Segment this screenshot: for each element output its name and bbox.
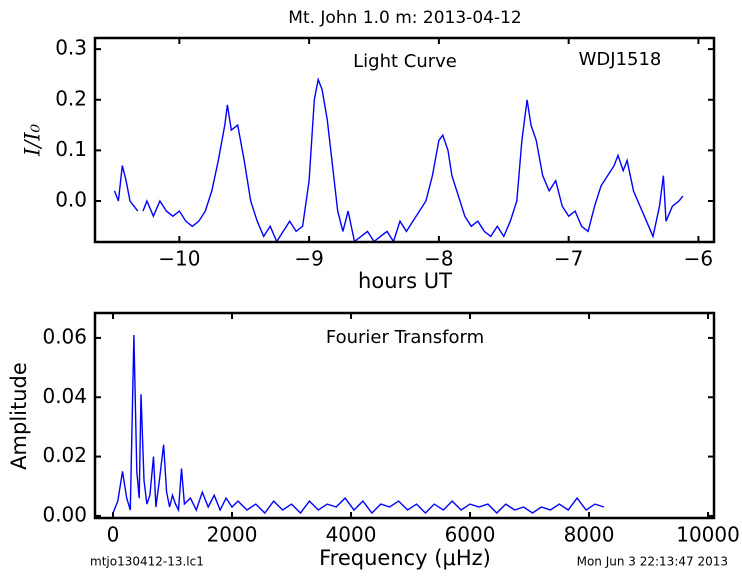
x-tick-label: 0 [107, 523, 120, 547]
y-tick-label: 0.0 [55, 187, 87, 211]
annotation: WDJ1518 [579, 49, 662, 70]
x-axis-label: Frequency (μHz) [319, 546, 491, 570]
y-tick-label: 0.2 [55, 86, 87, 110]
footer-file: mtjo130412-13.lc1 [90, 555, 204, 569]
y-tick-label: 0.3 [55, 36, 87, 60]
data-line [113, 76, 684, 242]
x-axis-label: hours UT [358, 269, 452, 293]
y-tick-label: 0.00 [42, 502, 87, 526]
y-tick-label: 0.02 [42, 443, 87, 467]
footer-date: Mon Jun 3 22:13:47 2013 [577, 555, 728, 569]
x-tick-label: −10 [158, 247, 200, 271]
y-axis-label: I/I₀ [21, 123, 45, 157]
y-axis-label: Amplitude [7, 362, 31, 470]
annotation: Light Curve [353, 51, 457, 72]
y-tick-label: 0.04 [42, 384, 87, 408]
x-tick-label: 4000 [326, 523, 377, 547]
x-tick-label: 6000 [445, 523, 496, 547]
x-tick-label: 10000 [676, 523, 740, 547]
x-tick-label: 2000 [207, 523, 258, 547]
figure-title: Mt. John 1.0 m: 2013-04-12 [288, 8, 521, 28]
annotation: Fourier Transform [326, 327, 484, 348]
x-tick-label: −9 [294, 247, 323, 271]
x-tick-label: −6 [684, 247, 713, 271]
axes-frame [93, 311, 716, 520]
y-tick-label: 0.1 [55, 137, 87, 161]
data-line [112, 334, 605, 515]
x-tick-label: −8 [424, 247, 453, 271]
x-tick-label: 8000 [564, 523, 615, 547]
y-tick-label: 0.06 [42, 324, 87, 348]
axes-frame [93, 36, 716, 244]
x-tick-label: −7 [554, 247, 583, 271]
